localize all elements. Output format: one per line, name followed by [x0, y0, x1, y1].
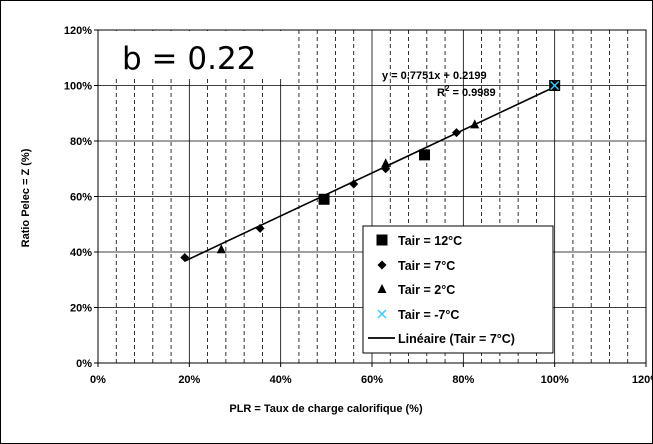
legend-label-tair-12: Tair = 12°C — [398, 234, 462, 248]
legend-box — [362, 225, 554, 354]
trendline-r2-prefix: R — [437, 87, 445, 99]
trendline-r2-value: = 0.9989 — [449, 87, 495, 99]
x-marker-stroke — [377, 309, 387, 319]
legend-label-trendline: Linéaire (Tair = 7°C) — [398, 332, 515, 346]
tick-labels: 0% 20% 40% 60% 80% 100% 120% 0% 20% 40% 60% 80% 100%… — [64, 25, 653, 386]
data-point-series-1 — [451, 128, 461, 138]
data-point-series-2 — [470, 119, 480, 129]
x-axis-title: PLR = Taux de charge calorifique (%) — [229, 403, 423, 415]
x-tick-label: 40% — [270, 374, 292, 386]
x-tick-label: 80% — [452, 374, 474, 386]
x-marker-stroke — [550, 81, 560, 90]
trendline-equation: y = 0.7751x + 0.2199 — [382, 70, 487, 82]
data-point-series-2 — [381, 158, 391, 168]
data-point-series-1 — [255, 223, 265, 233]
data-point-series-1 — [180, 253, 190, 263]
legend-marker-series-0 — [376, 234, 388, 246]
y-tick-label: 80% — [70, 136, 92, 148]
legend: Tair = 12°C Tair = 7°C Tair = 2°C Tair =… — [362, 225, 554, 354]
y-tick-label: 60% — [70, 192, 92, 204]
y-tick-label: 40% — [70, 247, 92, 259]
y-axis-title: Ratio Pelec = Z (%) — [20, 148, 32, 247]
trendline — [184, 86, 556, 262]
data-point-series-1 — [550, 82, 560, 92]
x-tick-label: 120% — [632, 374, 653, 386]
y-tick-label: 100% — [64, 81, 92, 93]
y-tick-label: 20% — [70, 303, 92, 315]
legend-marker-series-3 — [377, 309, 387, 319]
data-point-series-2 — [216, 244, 226, 254]
x-tick-label: 20% — [178, 374, 200, 386]
legend-label-tair-minus-7: Tair = -7°C — [398, 308, 459, 322]
trendline-r2: R2 = 0.9989 — [437, 84, 496, 99]
trendline-layer — [184, 86, 556, 262]
annotation-b-value: b = 0.22 — [122, 41, 256, 77]
y-tick-label: 120% — [64, 25, 92, 37]
trendline-r2-sup: 2 — [445, 84, 450, 93]
y-tick-label: 0% — [76, 358, 92, 370]
x-tick-label: 0% — [90, 374, 106, 386]
data-point-series-3 — [550, 81, 560, 90]
data-point-series-0 — [318, 193, 330, 205]
legend-marker-series-2 — [377, 284, 387, 293]
legend-label-tair-2: Tair = 2°C — [398, 283, 455, 297]
legend-label-tair-7: Tair = 7°C — [398, 259, 455, 273]
data-point-series-1 — [349, 179, 359, 189]
data-points — [180, 80, 561, 263]
legend-marker-series-1 — [377, 260, 387, 270]
x-tick-label: 100% — [541, 374, 569, 386]
annotation-background — [110, 31, 296, 79]
x-tick-label: 60% — [361, 374, 383, 386]
data-point-series-0 — [419, 149, 431, 161]
legend-markers — [368, 234, 395, 339]
